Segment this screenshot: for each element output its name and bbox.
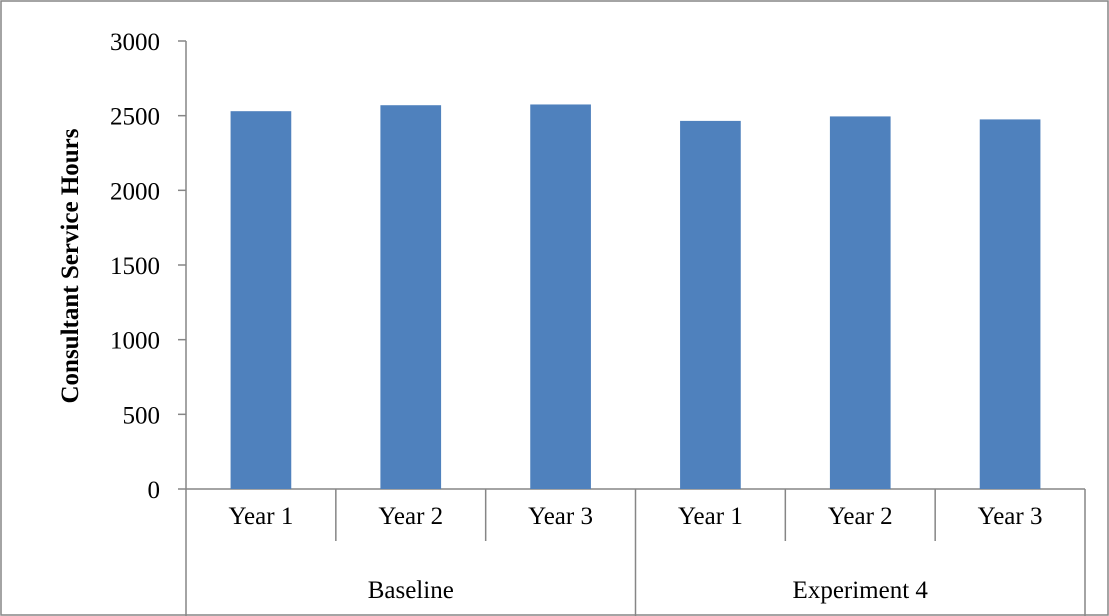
x-group-label: Experiment 4 bbox=[793, 577, 929, 604]
y-axis-title: Consultant Service Hours bbox=[57, 128, 84, 403]
y-tick-label: 3000 bbox=[110, 29, 160, 56]
plot-area: 0 500 1000 1500 2000 2500 3000 Year 1 Year 2 Year… bbox=[110, 29, 1086, 616]
x-group-label: Baseline bbox=[368, 577, 454, 604]
y-tick-label: 1500 bbox=[110, 253, 160, 280]
bar bbox=[680, 120, 741, 489]
bar bbox=[829, 116, 891, 489]
x-category-label: Year 3 bbox=[528, 503, 593, 530]
bar bbox=[380, 105, 442, 490]
x-category-label: Year 2 bbox=[378, 503, 443, 530]
y-tick-label: 2000 bbox=[110, 178, 160, 205]
y-tick-label: 0 bbox=[148, 477, 161, 504]
bar bbox=[530, 104, 591, 489]
y-tick-label: 2500 bbox=[110, 104, 160, 131]
y-tick-label: 500 bbox=[123, 402, 161, 429]
x-category-label: Year 1 bbox=[678, 503, 743, 530]
y-tick-label: 1000 bbox=[110, 328, 160, 355]
x-category-label: Year 2 bbox=[828, 503, 893, 530]
x-category-label: Year 3 bbox=[978, 503, 1043, 530]
bar bbox=[979, 119, 1041, 490]
bar bbox=[230, 111, 292, 489]
x-category-label: Year 1 bbox=[229, 503, 294, 530]
